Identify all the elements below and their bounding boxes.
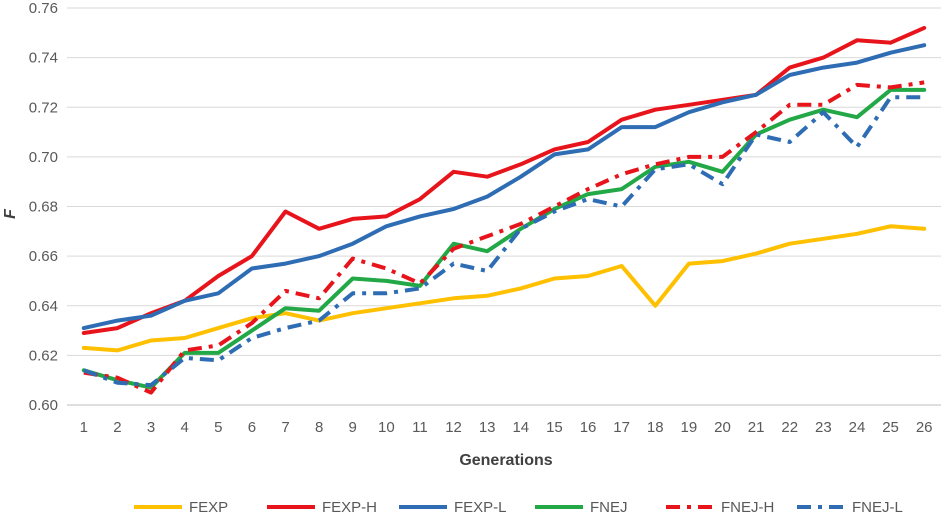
y-axis-title: F: [2, 208, 19, 219]
gridlines: [67, 7, 941, 406]
x-tick-label: 6: [248, 419, 256, 436]
series-line-fexp: [81, 224, 927, 353]
x-tick-label: 26: [916, 419, 933, 436]
legend-label-fexp-h: FEXP-H: [322, 499, 377, 516]
y-tick-label: 0.72: [29, 99, 58, 116]
x-tick-label: 24: [849, 419, 866, 436]
x-tick-label: 19: [681, 419, 698, 436]
x-tick-label: 15: [546, 419, 563, 436]
x-tick-label: 22: [781, 419, 798, 436]
x-tick-label: 25: [882, 419, 899, 436]
x-tick-label: 20: [714, 419, 731, 436]
x-tick-label: 8: [315, 419, 323, 436]
series-line-fnej-l: [83, 95, 925, 388]
series-lines: [81, 25, 927, 395]
legend-label-fexp: FEXP: [189, 499, 228, 516]
x-tick-label: 12: [445, 419, 462, 436]
x-tick-label: 9: [349, 419, 357, 436]
x-tick-label: 21: [748, 419, 765, 436]
x-tick-label: 5: [214, 419, 222, 436]
series-line-fexp-l: [81, 43, 927, 331]
series-line-fexp-h: [81, 25, 927, 335]
x-axis-title: Generations: [459, 452, 552, 469]
x-axis-ticks: 1 2 3 4 5 6 7 8 9 10 11 12 13 14 15 16 17 18 19 20 21 22 23 24 2…: [80, 419, 933, 436]
y-tick-label: 0.74: [29, 50, 58, 67]
y-tick-label: 0.68: [29, 199, 58, 216]
y-tick-label: 0.60: [29, 397, 58, 414]
y-tick-label: 0.62: [29, 347, 58, 364]
x-tick-label: 4: [180, 419, 188, 436]
x-tick-label: 16: [580, 419, 597, 436]
x-tick-label: 14: [512, 419, 529, 436]
y-tick-label: 0.64: [29, 298, 58, 315]
x-tick-label: 3: [147, 419, 155, 436]
legend: FEXP FEXP-H FEXP-L FNEJ FNEJ-H FNEJ-L: [134, 499, 903, 516]
series-line-fnej-h: [83, 80, 925, 395]
x-tick-label: 18: [647, 419, 664, 436]
x-tick-label: 2: [113, 419, 121, 436]
legend-label-fnej-h: FNEJ-H: [721, 499, 774, 516]
x-tick-label: 1: [80, 419, 88, 436]
x-tick-label: 23: [815, 419, 832, 436]
x-tick-label: 10: [378, 419, 395, 436]
x-tick-label: 7: [281, 419, 289, 436]
y-tick-label: 0.70: [29, 149, 58, 166]
legend-label-fnej: FNEJ: [590, 499, 628, 516]
legend-label-fnej-l: FNEJ-L: [852, 499, 903, 516]
legend-label-fexp-l: FEXP-L: [454, 499, 507, 516]
y-axis-ticks: 0.60 0.62 0.64 0.66 0.68 0.70 0.72 0.74 0.76: [29, 0, 58, 414]
series-line-fnej: [81, 87, 927, 390]
x-tick-label: 17: [613, 419, 630, 436]
y-tick-label: 0.66: [29, 248, 58, 265]
x-tick-label: 13: [479, 419, 496, 436]
x-tick-label: 11: [412, 419, 428, 436]
y-tick-label: 0.76: [29, 0, 58, 17]
